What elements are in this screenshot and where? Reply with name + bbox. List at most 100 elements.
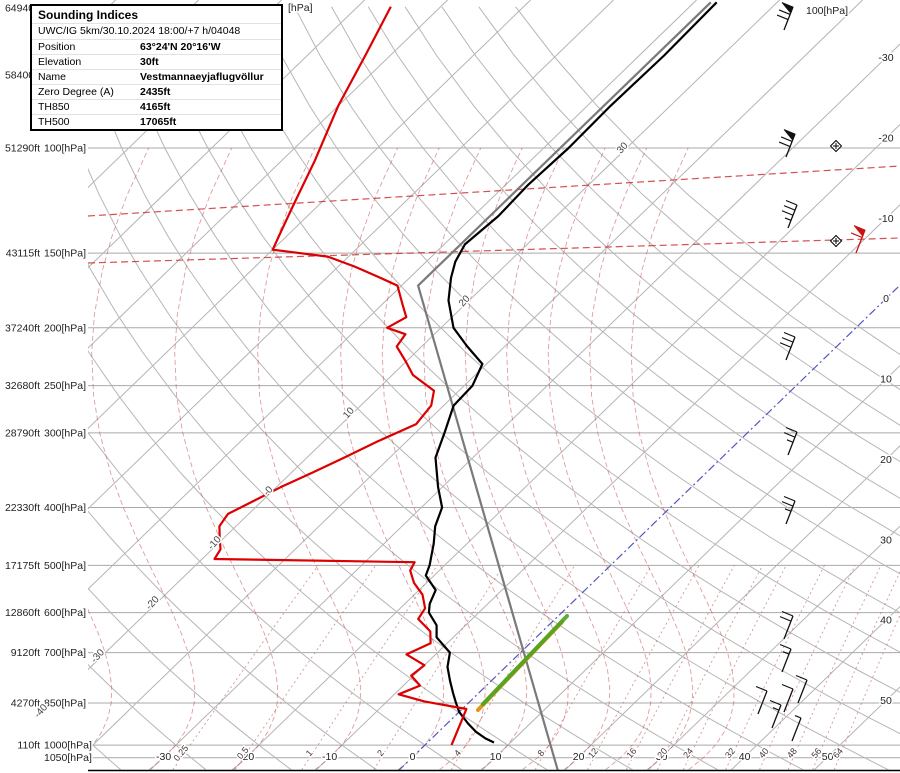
corner-labels: [hPa] 100[hPa] [287,1,850,19]
svg-text:40: 40 [739,751,751,763]
svg-text:10: 10 [880,374,892,386]
panel-subtitle: UWC/IG 5km/30.10.2024 18:00/+7 h/04048 [32,23,281,39]
svg-text:1: 1 [304,748,315,758]
svg-text:9120ft: 9120ft [11,647,40,659]
svg-text:110ft: 110ft [17,740,40,752]
row-label: Zero Degree (A) [38,86,114,98]
temperature-curve [424,1,718,744]
svg-text:30: 30 [615,140,631,156]
temp-axis-right-labels: -30 -20 -10 0 10 20 30 40 50 [877,51,895,709]
svg-text:4270ft: 4270ft [11,697,40,709]
panel-title: Sounding Indices [38,8,139,22]
svg-text:-20: -20 [878,133,893,145]
row-label: Name [38,71,67,83]
row-label: TH850 [38,101,70,113]
svg-text:-30: -30 [878,52,893,64]
wind-barb [779,610,794,640]
svg-text:-20: -20 [144,594,162,612]
svg-text:-10: -10 [322,751,337,763]
svg-text:30: 30 [656,751,668,763]
highlight-segments [476,614,569,712]
row-value: Vestmannaeyjaflugvöllur [140,71,264,83]
svg-text:[hPa]: [hPa] [288,2,313,14]
svg-text:100[hPa]: 100[hPa] [44,143,86,155]
mixing-ratio-lines [172,565,900,771]
wind-barbs [755,2,866,742]
wind-barb [850,225,866,254]
svg-text:300[hPa]: 300[hPa] [44,427,86,439]
row-label: Elevation [38,56,82,68]
pressure-axis-labels: 51290ft 100[hPa] 43115ft 150[hPa] 37240ft 200… [3,1,93,766]
row-value: 2435ft [140,86,171,98]
svg-text:32680ft: 32680ft [5,380,40,392]
tropopause-marker [829,234,843,248]
svg-text:0: 0 [410,751,416,763]
wind-barb [779,643,792,673]
dry-adiabat-lines [88,6,900,771]
svg-text:12860ft: 12860ft [5,607,40,619]
row-value: 63°24'N 20°16'W [140,41,221,53]
row-label: Position [38,41,76,53]
svg-text:30: 30 [880,534,892,546]
svg-text:20: 20 [880,454,892,466]
svg-text:400[hPa]: 400[hPa] [44,502,86,514]
profile-curves [213,1,718,746]
svg-text:-20: -20 [239,751,254,763]
dewpoint-curve [213,6,468,746]
svg-text:20: 20 [457,293,473,309]
wind-barb [783,426,798,456]
svg-text:22330ft: 22330ft [5,502,40,514]
panel-row: TH850 4165ft [32,99,281,114]
svg-text:28790ft: 28790ft [5,427,40,439]
row-value: 4165ft [140,101,171,113]
svg-text:-10: -10 [878,213,893,225]
sounding-indices-panel: Sounding Indices UWC/IG 5km/30.10.2024 1… [30,4,283,131]
tropopause-marker [829,139,843,153]
svg-text:50: 50 [880,695,892,707]
wind-barb [795,674,808,704]
svg-text:100[hPa]: 100[hPa] [806,5,848,17]
svg-text:8: 8 [536,748,547,758]
svg-text:17175ft: 17175ft [5,560,40,572]
svg-text:51290ft: 51290ft [5,143,40,155]
svg-text:4: 4 [452,748,463,758]
svg-text:-30: -30 [156,751,171,763]
upper-guide-lines [88,165,900,264]
svg-text:600[hPa]: 600[hPa] [44,607,86,619]
svg-text:700[hPa]: 700[hPa] [44,647,86,659]
svg-text:43115ft: 43115ft [6,248,40,260]
reference-line [416,1,712,771]
panel-row: Elevation 30ft [32,54,281,69]
row-value: 30ft [140,56,159,68]
svg-text:10: 10 [490,751,502,763]
svg-text:850[hPa]: 850[hPa] [44,697,86,709]
svg-text:50: 50 [822,751,834,763]
wind-barb [781,495,796,525]
wind-barb [781,199,798,229]
moist-adiabat-lines [88,147,735,771]
wind-barb [779,331,796,361]
svg-text:200[hPa]: 200[hPa] [44,322,86,334]
panel-row: TH500 17065ft [32,114,281,129]
row-value: 17065ft [140,116,177,128]
wind-barb [778,129,796,158]
panel-row: Position 63°24'N 20°16'W [32,39,281,54]
svg-text:2: 2 [375,748,386,758]
tropopause-markers [829,139,843,248]
row-label: TH500 [38,116,70,128]
panel-rows: Position 63°24'N 20°16'W Elevation 30ft Name… [32,39,281,129]
svg-text:1000[hPa]: 1000[hPa] [44,740,92,752]
svg-text:0: 0 [883,293,889,305]
svg-text:500[hPa]: 500[hPa] [44,560,86,572]
wind-barb [769,699,782,729]
wind-barb [781,683,794,713]
svg-text:250[hPa]: 250[hPa] [44,380,86,392]
wind-barb [791,714,802,742]
wind-barb [755,685,768,715]
panel-row: Name Vestmannaeyjaflugvöllur [32,69,281,84]
svg-text:37240ft: 37240ft [5,322,40,334]
svg-text:150[hPa]: 150[hPa] [44,248,86,260]
wind-barb [776,2,794,31]
svg-text:10: 10 [341,405,357,421]
